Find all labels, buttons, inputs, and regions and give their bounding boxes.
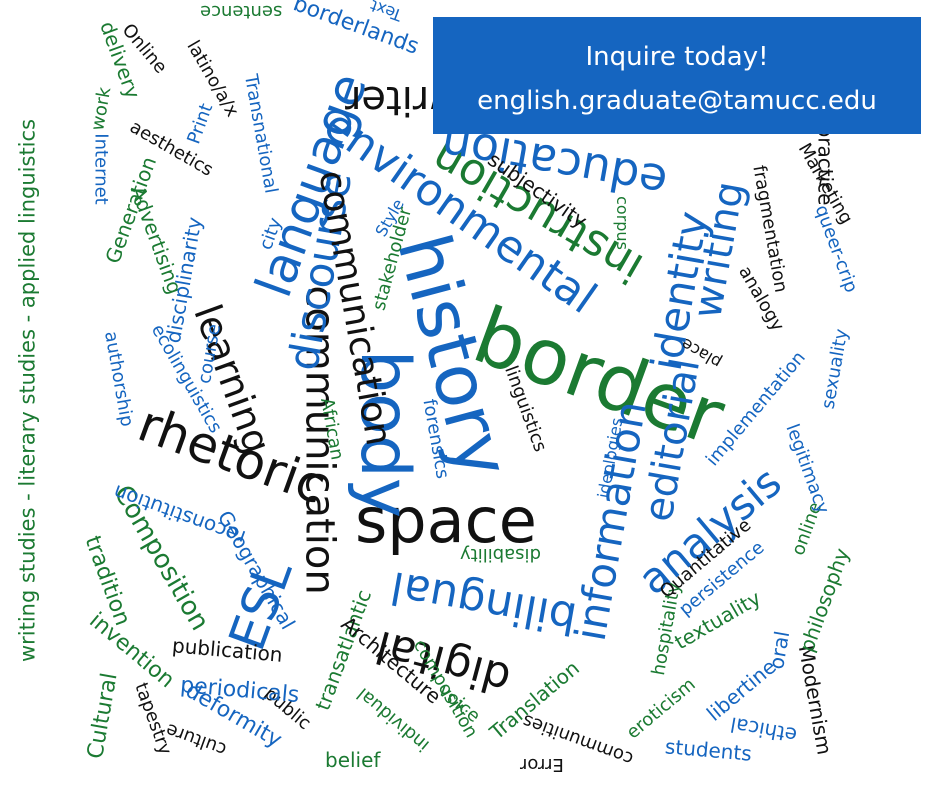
cloud-word: practice bbox=[813, 124, 838, 206]
banner-heading: Inquire today! bbox=[585, 42, 769, 72]
cloud-word: eroticism bbox=[622, 673, 700, 744]
cloud-word: tapestry bbox=[130, 679, 176, 758]
cloud-word: Error bbox=[520, 754, 564, 775]
cloud-word: work bbox=[87, 85, 116, 133]
cloud-word: disability bbox=[460, 544, 541, 565]
cloud-word: Modernism bbox=[793, 643, 837, 757]
cloud-word: Cultural bbox=[82, 671, 123, 761]
cloud-word: authorship bbox=[100, 329, 138, 429]
cloud-word: Internet bbox=[90, 133, 112, 205]
cloud-word: students bbox=[664, 734, 753, 766]
cloud-word: sentence bbox=[200, 1, 283, 22]
cloud-word: sexuality bbox=[817, 327, 853, 411]
cloud-word: corpus bbox=[612, 196, 632, 250]
inquire-banner[interactable]: Inquire today! english.graduate@tamucc.e… bbox=[433, 17, 921, 134]
cloud-word: Transnational bbox=[239, 72, 282, 196]
cloud-word: writing bbox=[684, 178, 754, 322]
cloud-word: space bbox=[355, 484, 537, 557]
side-caption: writing studies - literary studies - app… bbox=[15, 118, 40, 663]
cloud-word: philosophy bbox=[794, 544, 855, 656]
cloud-word: Print bbox=[183, 100, 218, 147]
cloud-word: oral bbox=[763, 629, 795, 671]
banner-email[interactable]: english.graduate@tamucc.edu bbox=[477, 86, 877, 116]
cloud-word: belief bbox=[325, 748, 381, 772]
cloud-word: culture bbox=[163, 718, 230, 761]
